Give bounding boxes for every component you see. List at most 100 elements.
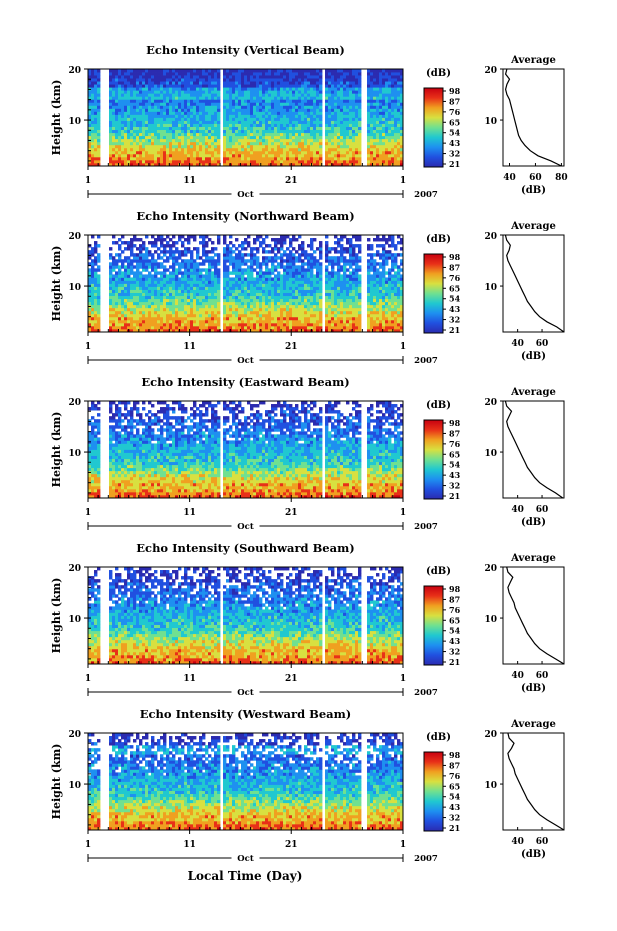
colorbar-tick-label: 21: [449, 657, 460, 667]
panel-title: Echo Intensity (Westward Beam): [140, 707, 351, 721]
colorbar-tick-label: 32: [449, 149, 460, 159]
colorbar-tick-label: 98: [449, 252, 461, 262]
average-profile: Average 20 10 40 60 80 (dB): [484, 55, 567, 196]
average-title: Average: [510, 221, 556, 232]
heatmap-frame: [87, 732, 404, 831]
average-x-tick-label: 60: [536, 505, 549, 515]
colorbar-tick-label: 98: [449, 418, 461, 428]
colorbar-tick-label: 54: [449, 626, 461, 636]
average-title: Average: [510, 553, 556, 564]
average-title: Average: [510, 719, 556, 730]
average-y-tick-label: 10: [484, 283, 497, 293]
colorbar-tick-label: 54: [449, 294, 461, 304]
average-y-tick-label: 10: [484, 781, 497, 791]
colorbar-tick-label: 87: [449, 428, 460, 438]
heatmap-frame: [87, 68, 404, 167]
colorbar: [423, 253, 444, 334]
month-label: Oct: [237, 854, 254, 864]
colorbar-tick-label: 87: [449, 262, 460, 272]
colorbar-tick-label: 76: [449, 771, 461, 781]
x-tick-label: 11: [183, 674, 196, 684]
average-frame: [502, 234, 565, 333]
average-x-tick-label: 40: [511, 505, 524, 515]
month-label-bg: [231, 852, 260, 864]
x-tick-label: 11: [183, 508, 196, 518]
panel-title: Echo Intensity (Northward Beam): [136, 209, 354, 223]
heatmap-cells: [88, 567, 404, 665]
colorbar: [423, 87, 444, 168]
y-tick-label: 10: [68, 449, 81, 459]
colorbar-tick-label: 87: [449, 96, 460, 106]
month-label-bg: [231, 686, 260, 698]
colorbar-tick-label: 21: [449, 159, 460, 169]
y-axis-label: Height (km): [50, 578, 63, 654]
colorbar-unit: (dB): [426, 234, 451, 245]
y-axis-label: Height (km): [50, 246, 63, 322]
month-label: Oct: [237, 190, 254, 200]
colorbar-unit: (dB): [426, 400, 451, 411]
x-tick-label: 1: [400, 508, 406, 518]
panel-title: Echo Intensity (Southward Beam): [136, 541, 354, 555]
average-x-tick-label: 40: [511, 339, 524, 349]
x-tick-label: 1: [85, 674, 91, 684]
colorbar-tick-label: 54: [449, 792, 461, 802]
y-tick-label: 10: [68, 283, 81, 293]
colorbar-tick-label: 87: [449, 594, 460, 604]
colorbar-tick-label: 76: [449, 439, 461, 449]
heatmap-cells: [88, 235, 404, 333]
colorbar-tick-label: 65: [449, 615, 460, 625]
heatmap-frame: [87, 400, 404, 499]
colorbar-tick-label: 87: [449, 760, 460, 770]
colorbar-tick-label: 65: [449, 781, 460, 791]
beam-panel: Echo Intensity (Eastward Beam) 20 10 Height…: [50, 375, 565, 532]
y-axis-label: Height (km): [50, 80, 63, 156]
average-x-tick-label: 40: [503, 173, 516, 183]
average-x-tick-label: 40: [511, 671, 524, 681]
colorbar-tick-label: 76: [449, 107, 461, 117]
colorbar-tick-label: 76: [449, 273, 461, 283]
colorbar-unit: (dB): [426, 732, 451, 743]
month-label-bg: [231, 188, 260, 200]
month-label: Oct: [237, 356, 254, 366]
average-x-tick-label: 60: [529, 173, 542, 183]
colorbar-tick-label: 21: [449, 325, 460, 335]
colorbar-tick-label: 43: [449, 470, 461, 480]
average-profile-line: [506, 566, 565, 665]
y-tick-label: 20: [68, 232, 81, 242]
average-x-label: (dB): [521, 351, 546, 362]
x-tick-label: 1: [400, 342, 406, 352]
average-frame: [502, 566, 565, 665]
panel-title: Echo Intensity (Vertical Beam): [146, 43, 345, 57]
average-x-tick-label: 40: [511, 837, 524, 847]
average-profile: Average 20 10 40 60 (dB): [484, 387, 565, 528]
colorbar-tick-label: 98: [449, 86, 461, 96]
colorbar-tick-label: 32: [449, 813, 460, 823]
colorbar-tick-label: 43: [449, 138, 461, 148]
y-tick-label: 20: [68, 564, 81, 574]
beam-panel: Echo Intensity (Vertical Beam) 20 10 Height…: [50, 43, 568, 200]
colorbar-tick-label: 76: [449, 605, 461, 615]
y-tick-label: 20: [68, 398, 81, 408]
average-y-tick-label: 20: [484, 398, 497, 408]
average-x-tick-label: 60: [536, 671, 549, 681]
heatmap-frame: [87, 234, 404, 333]
average-profile: Average 20 10 40 60 (dB): [484, 553, 565, 694]
average-x-tick-label: 80: [555, 173, 568, 183]
month-label: Oct: [237, 688, 254, 698]
month-label: Oct: [237, 522, 254, 532]
x-tick-label: 1: [85, 342, 91, 352]
year-label: 2007: [414, 854, 438, 864]
colorbar-tick-label: 21: [449, 823, 460, 833]
average-x-label: (dB): [521, 185, 546, 196]
x-axis-label: Local Time (Day): [188, 869, 303, 883]
year-label: 2007: [414, 522, 438, 532]
average-profile: Average 20 10 40 60 (dB): [484, 719, 565, 860]
average-profile: Average 20 10 40 60 (dB): [484, 221, 565, 362]
colorbar-unit: (dB): [426, 566, 451, 577]
x-tick-label: 11: [183, 840, 196, 850]
average-y-tick-label: 20: [484, 564, 497, 574]
x-tick-label: 21: [285, 176, 298, 186]
average-profile-line: [504, 234, 565, 333]
colorbar-tick-label: 32: [449, 647, 460, 657]
